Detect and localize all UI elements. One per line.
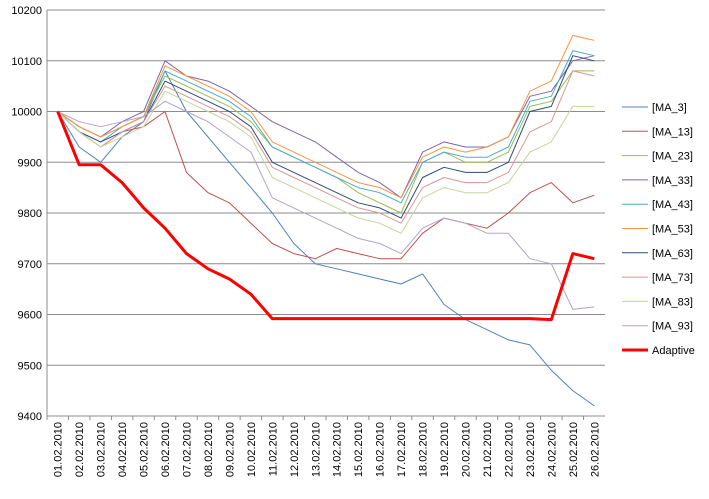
x-tick-label: 21.02.2010 [482, 422, 494, 477]
series-line [57, 55, 595, 219]
x-tick-label: 23.02.2010 [525, 422, 537, 477]
x-tick-label: 24.02.2010 [546, 422, 558, 477]
x-tick-label: 10.02.2010 [246, 422, 258, 477]
x-tick-label: 18.02.2010 [418, 422, 430, 477]
legend-label: [MA_43] [652, 199, 693, 211]
series-line [57, 70, 595, 407]
legend: [MA_3] [MA_13] [MA_23] [MA_33] [MA_43] [MA_53… [622, 102, 695, 357]
series-line [57, 90, 595, 234]
legend-label: [MA_83] [652, 296, 693, 308]
series-line [57, 100, 595, 310]
y-tick-label: 9400 [18, 411, 42, 423]
x-tick-label: 22.02.2010 [503, 422, 515, 477]
y-tick-label: 9900 [18, 157, 42, 169]
legend-label: Adaptive [652, 345, 695, 357]
y-tick-label: 9700 [18, 259, 42, 271]
legend-label: [MA_53] [652, 224, 693, 236]
x-tick-label: 07.02.2010 [182, 422, 194, 477]
y-tick-label: 10000 [11, 107, 42, 119]
series-lines [56, 34, 595, 407]
legend-label: [MA_23] [652, 151, 693, 163]
x-tick-label: 17.02.2010 [396, 422, 408, 477]
series-line [57, 111, 595, 260]
y-axis: 9400 9500 9600 9700 9800 9900 10000 10100 10200 [11, 5, 48, 423]
x-tick-label: 26.02.2010 [589, 422, 601, 477]
series-line [57, 55, 595, 199]
y-tick-label: 9500 [18, 360, 42, 372]
series-line [57, 34, 595, 199]
y-tick-label: 9600 [18, 310, 42, 322]
gridlines [47, 9, 605, 417]
legend-label: [MA_93] [652, 321, 693, 333]
y-tick-label: 10100 [11, 56, 42, 68]
x-tick-label: 06.02.2010 [160, 422, 172, 477]
x-tick-label: 03.02.2010 [96, 422, 108, 477]
x-tick-label: 09.02.2010 [224, 422, 236, 477]
x-tick-label: 02.02.2010 [74, 422, 86, 477]
x-tick-label: 12.02.2010 [289, 422, 301, 477]
legend-label: [MA_3] [652, 102, 687, 114]
x-tick-label: 01.02.2010 [53, 422, 65, 477]
x-tick-label: 19.02.2010 [439, 422, 451, 477]
legend-label: [MA_33] [652, 175, 693, 187]
x-tick-label: 08.02.2010 [203, 422, 215, 477]
x-tick-label: 14.02.2010 [332, 422, 344, 477]
x-tick-label: 25.02.2010 [568, 422, 580, 477]
series-line [57, 70, 595, 214]
x-axis: 01.02.2010 02.02.2010 03.02.2010 04.02.2010… [46, 415, 605, 477]
x-tick-label: 11.02.2010 [267, 422, 279, 476]
y-tick-label: 10200 [11, 5, 42, 17]
y-tick-label: 9800 [18, 208, 42, 220]
x-tick-label: 04.02.2010 [117, 422, 129, 477]
x-tick-label: 20.02.2010 [461, 422, 473, 477]
legend-label: [MA_13] [652, 126, 693, 138]
x-tick-label: 16.02.2010 [375, 422, 387, 477]
x-tick-label: 13.02.2010 [310, 422, 322, 477]
x-tick-label: 05.02.2010 [139, 422, 151, 477]
x-tick-label: 15.02.2010 [353, 422, 365, 477]
legend-label: [MA_73] [652, 272, 693, 284]
series-line [57, 70, 595, 224]
series-line [56, 110, 595, 322]
legend-label: [MA_63] [652, 248, 693, 260]
